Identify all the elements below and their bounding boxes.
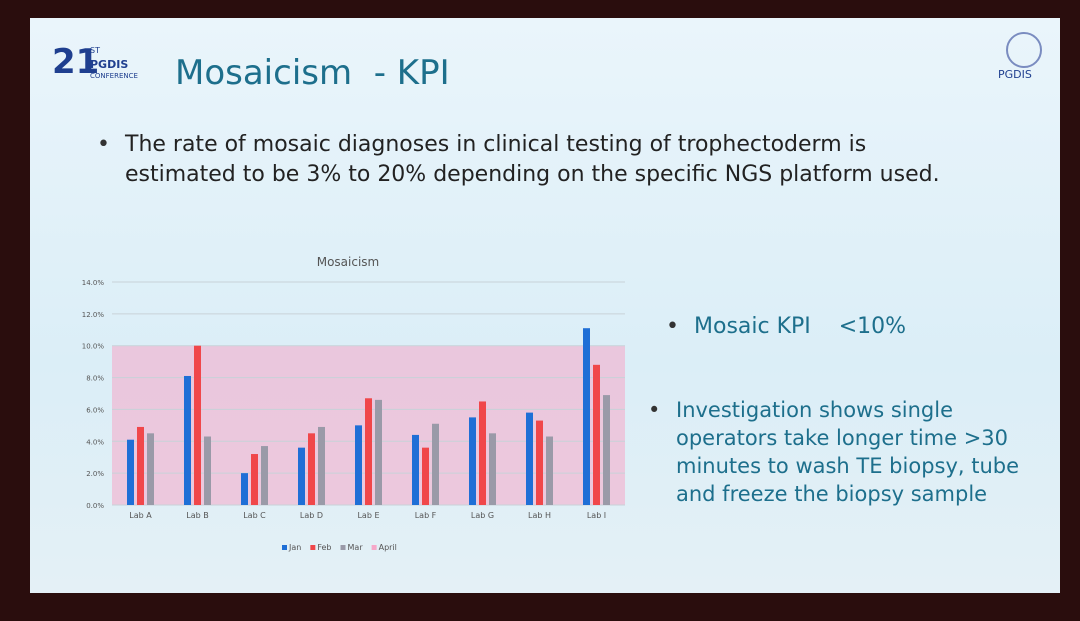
legend-label: Feb [317, 543, 331, 552]
bar [546, 436, 553, 505]
bar [147, 433, 154, 505]
logo-name: PGDIS [90, 58, 129, 71]
bar [127, 439, 134, 505]
logo-suffix: ST [90, 46, 100, 55]
x-tick-label: Lab F [415, 511, 437, 520]
side-bullet: Investigation shows single operators tak… [648, 396, 1026, 508]
bar [583, 328, 590, 505]
side-bullet: Mosaic KPI <10% [666, 312, 994, 342]
logo-subtitle: CONFERENCE [90, 72, 138, 80]
bar [308, 433, 315, 505]
bar [204, 436, 211, 505]
y-tick-label: 8.0% [86, 375, 104, 383]
legend-swatch [340, 545, 346, 550]
bar [184, 375, 191, 505]
y-tick-label: 10.0% [82, 343, 105, 351]
bar [593, 364, 600, 505]
y-tick-label: 2.0% [86, 470, 104, 478]
bar [469, 417, 476, 505]
legend-label: April [379, 543, 397, 552]
y-tick-label: 0.0% [86, 502, 104, 510]
y-tick-label: 4.0% [86, 438, 104, 446]
bar [412, 434, 419, 505]
x-tick-label: Lab A [129, 511, 152, 520]
bar [355, 425, 362, 505]
legend-label: Mar [348, 543, 364, 552]
bar [241, 473, 248, 505]
bar [422, 447, 429, 505]
bar [298, 447, 305, 505]
legend-label: Jan [288, 543, 301, 552]
bar [318, 426, 325, 505]
organization: PGDIS [998, 68, 1032, 81]
bar [261, 446, 268, 505]
org-emblem [1006, 32, 1042, 68]
legend-swatch [371, 545, 377, 550]
x-tick-label: Lab C [243, 511, 266, 520]
y-tick-label: 6.0% [86, 406, 104, 414]
bullet: The rate of mosaic diagnoses in clinical… [97, 130, 955, 190]
bar [603, 395, 610, 505]
bar [536, 420, 543, 505]
bar [489, 433, 496, 505]
bar [251, 454, 258, 505]
bar [526, 412, 533, 505]
bar [432, 423, 439, 505]
logo-number: 21 [52, 42, 100, 82]
x-tick-label: Lab D [300, 511, 323, 520]
bar [194, 345, 201, 505]
x-tick-label: Lab G [471, 511, 494, 520]
bar [479, 401, 486, 505]
bar [375, 399, 382, 505]
slide-title: Mosaicism - KPI [175, 53, 450, 93]
y-tick-label: 14.0% [82, 279, 105, 287]
x-tick-label: Lab I [587, 511, 606, 520]
bar [137, 426, 144, 505]
x-tick-label: Lab H [528, 511, 551, 520]
legend-swatch [282, 545, 287, 550]
x-tick-label: Lab E [357, 511, 379, 520]
bar [365, 398, 372, 505]
chart-title: Mosaicism [317, 255, 380, 269]
legend-swatch [310, 545, 316, 550]
y-tick-label: 12.0% [82, 311, 105, 319]
x-tick-label: Lab B [186, 511, 208, 520]
